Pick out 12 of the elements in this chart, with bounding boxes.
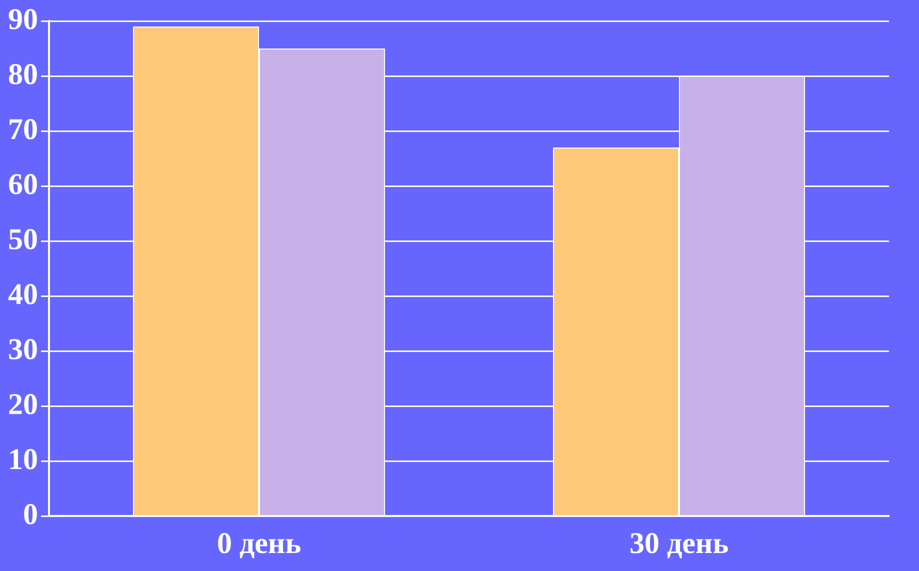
y-tick-label: 70: [8, 112, 38, 146]
y-tick-label: 10: [8, 442, 38, 476]
y-tick-label: 20: [8, 388, 38, 421]
y-tick-label: 50: [8, 222, 38, 256]
y-tick-label: 90: [8, 2, 38, 36]
y-tick-label: 80: [8, 58, 38, 91]
y-tick-label: 40: [8, 278, 38, 311]
y-tick-label: 30: [8, 332, 38, 366]
x-tick-label: 0 день: [216, 526, 302, 560]
x-tick-label: 30 день: [629, 526, 729, 560]
y-tick-label: 60: [8, 168, 38, 201]
y-tick-label: 0: [23, 498, 38, 531]
